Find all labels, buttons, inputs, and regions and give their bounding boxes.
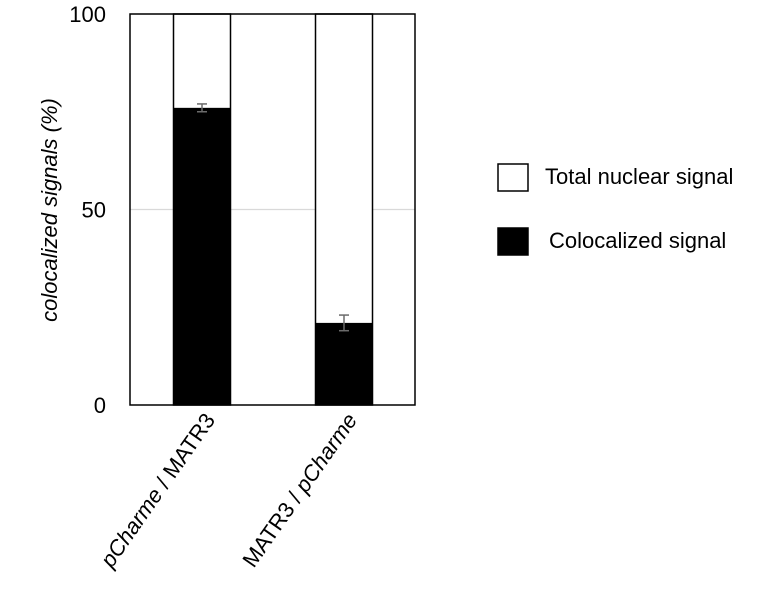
legend-label: Total nuclear signal [545, 164, 733, 189]
y-tick-labels: 0 50 100 [69, 2, 106, 418]
error-bars [197, 103, 349, 332]
bar-colocalized-signal [173, 107, 231, 405]
bar-colocalized-signal [315, 322, 373, 405]
legend-swatch [497, 163, 529, 192]
y-axis-label: colocalized signals (%) [37, 98, 62, 322]
x-tick-label: MATR3 / pCharme [237, 409, 362, 572]
legend-item-colocalized-signal: Colocalized signal [497, 227, 726, 256]
bars [172, 13, 374, 406]
error-bar [197, 103, 207, 113]
legend: Total nuclear signal Colocalized signal [497, 163, 733, 256]
y-tick-label: 50 [82, 198, 106, 223]
legend-swatch [497, 227, 529, 256]
axes [129, 13, 416, 406]
y-tick-label: 0 [94, 393, 106, 418]
legend-label: Colocalized signal [549, 228, 726, 253]
error-bar [339, 314, 349, 332]
y-tick-label: 100 [69, 2, 106, 27]
plot-frame [129, 13, 416, 406]
legend-item-total-nuclear-signal: Total nuclear signal [497, 163, 733, 192]
x-tick-label: pCharme / MATR3 [95, 409, 220, 573]
